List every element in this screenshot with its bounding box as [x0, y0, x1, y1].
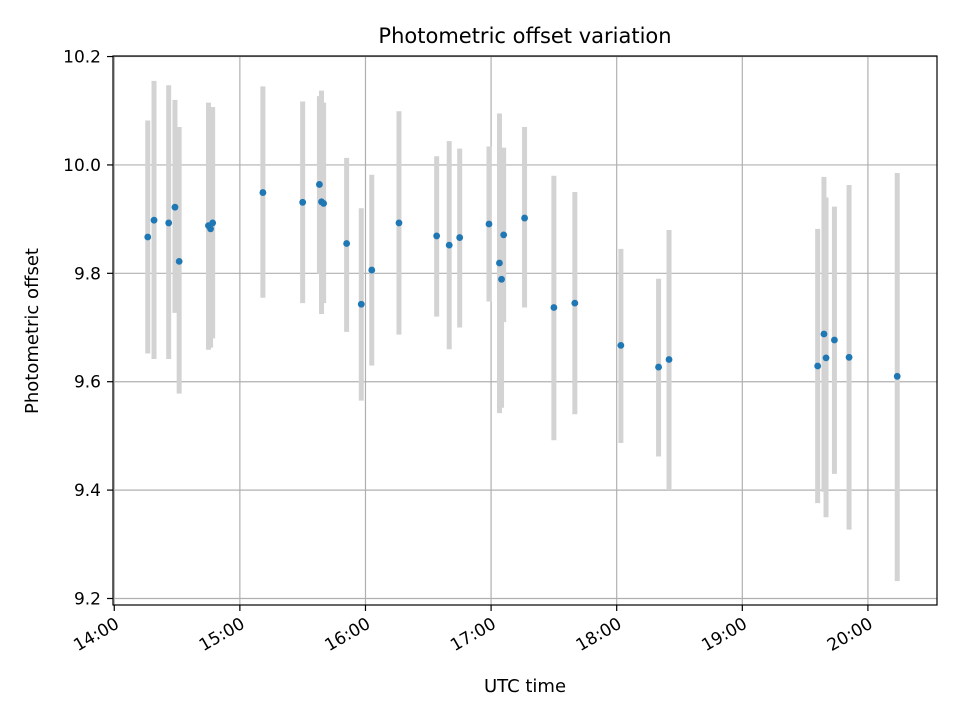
data-point	[655, 363, 662, 371]
data-point	[617, 342, 625, 349]
data-point	[820, 330, 828, 338]
data-point	[175, 258, 183, 265]
y-tick-label: 9.8	[74, 264, 101, 284]
data-point	[357, 300, 365, 308]
data-point	[433, 232, 441, 240]
data-point	[144, 233, 152, 241]
data-point	[831, 336, 838, 344]
y-axis-ticks: 9.2 9.4 9.6 9.8 10.0 10.2	[63, 48, 113, 609]
data-point	[171, 203, 179, 211]
data-point	[521, 214, 528, 222]
data-point	[395, 219, 403, 227]
data-point	[316, 181, 323, 188]
y-axis-title: Photometric offset	[22, 248, 43, 414]
data-point	[207, 225, 214, 233]
data-point	[343, 240, 351, 247]
y-tick-label: 9.6	[74, 373, 101, 393]
data-point	[496, 259, 503, 267]
data-point	[368, 266, 376, 274]
y-tick-label: 9.4	[74, 481, 101, 501]
data-point	[445, 241, 453, 249]
data-point	[299, 198, 307, 206]
data-point	[822, 354, 830, 362]
data-point	[485, 220, 493, 228]
chart-title: Photometric offset variation	[378, 24, 671, 48]
data-point	[845, 353, 853, 361]
y-tick-label: 9.2	[74, 589, 101, 609]
data-point	[571, 299, 579, 307]
data-point	[498, 275, 505, 283]
y-tick-label: 10.2	[63, 48, 101, 68]
data-point	[150, 216, 158, 224]
data-point	[456, 234, 464, 241]
data-point	[209, 219, 217, 227]
y-tick-label: 10.0	[63, 156, 101, 176]
data-point	[814, 362, 822, 370]
data-point	[550, 304, 558, 311]
data-point	[893, 372, 901, 380]
data-point	[500, 231, 508, 239]
data-point	[259, 189, 267, 196]
data-points	[144, 181, 901, 380]
data-point	[320, 200, 328, 207]
data-point	[665, 356, 673, 363]
data-point	[165, 219, 173, 227]
plot-frame	[112, 55, 938, 606]
x-axis-title: UTC time	[484, 676, 566, 697]
